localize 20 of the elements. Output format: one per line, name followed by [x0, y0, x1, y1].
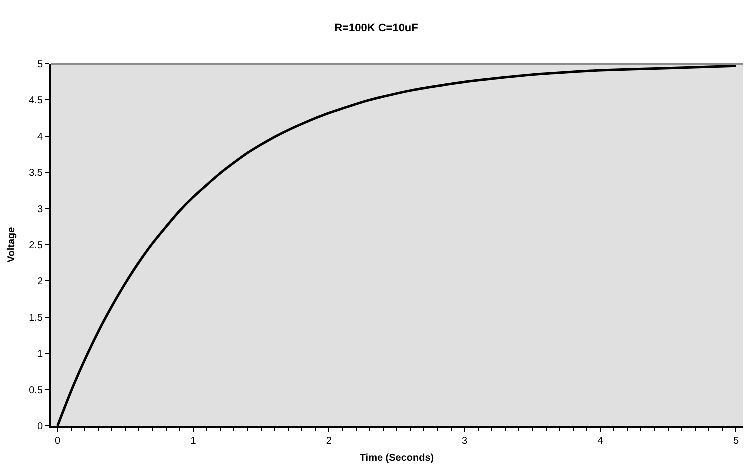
y-tick-label: 1	[37, 349, 44, 360]
x-tick-label: 5	[733, 436, 740, 447]
y-tick-label: 3.5	[29, 168, 44, 180]
x-tick-label: 4	[598, 436, 604, 447]
y-axis-title: Voltage	[6, 226, 18, 263]
y-tick-label: 1.5	[29, 312, 44, 324]
x-axis-title: Time (Seconds)	[360, 453, 434, 464]
x-tick-label: 2	[326, 436, 332, 447]
y-tick-label: 4.5	[29, 96, 44, 107]
x-tick-label: 0	[55, 436, 61, 447]
y-tick-label: 3	[37, 204, 44, 216]
y-tick-label: 0.5	[29, 385, 44, 396]
y-tick-label: 5	[37, 60, 44, 70]
x-tick-label: 3	[462, 436, 468, 447]
y-tick-label: 2	[37, 276, 44, 288]
x-tick-label: 1	[190, 436, 197, 447]
y-tick-label: 0	[37, 422, 44, 432]
chart-title: R=100K C=10uF	[334, 22, 419, 34]
y-tick-label: 4	[37, 132, 44, 143]
y-tick-label: 2.5	[29, 240, 44, 252]
